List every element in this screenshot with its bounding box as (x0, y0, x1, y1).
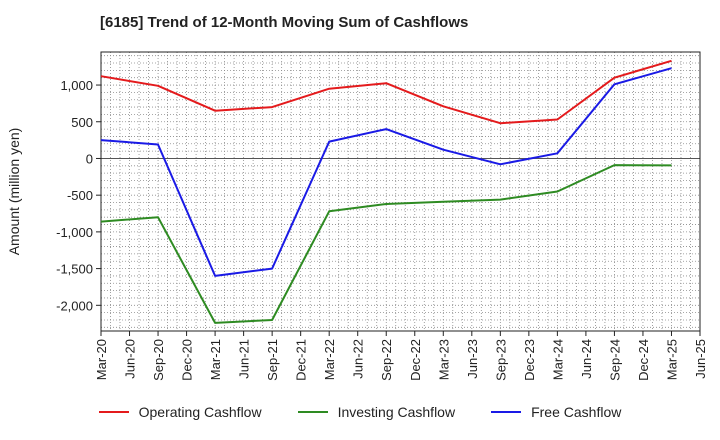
x-tick-label: Dec-23 (522, 339, 537, 381)
y-tick-label: -1,500 (56, 262, 93, 277)
x-tick-label: Sep-20 (151, 339, 166, 381)
x-tick-label: Mar-25 (664, 339, 679, 380)
legend-item-free: Free Cashflow (491, 404, 621, 420)
legend-label-investing: Investing Cashflow (337, 404, 456, 420)
x-tick-label: Jun-23 (465, 339, 480, 379)
legend-label-operating: Operating Cashflow (138, 404, 262, 420)
x-tick-label: Mar-21 (208, 339, 223, 380)
series-line-free-cashflow (100, 67, 672, 277)
x-tick-label: Jun-25 (693, 339, 708, 379)
x-tick-label: Dec-20 (180, 339, 195, 381)
legend-label-free: Free Cashflow (531, 404, 622, 420)
x-tick-label: Mar-24 (550, 339, 565, 380)
x-tick-label: Mar-23 (436, 339, 451, 380)
legend: Operating Cashflow Investing Cashflow Fr… (0, 404, 720, 420)
legend-item-investing: Investing Cashflow (297, 404, 456, 420)
legend-swatch-operating (98, 411, 129, 413)
x-tick-label: Jun-21 (237, 339, 252, 379)
x-tick-label: Mar-20 (94, 339, 109, 380)
series-line-investing-cashflow (100, 164, 672, 324)
x-tick-label: Sep-22 (379, 339, 394, 381)
y-tick-label: 0 (86, 151, 93, 166)
x-tick-label: Sep-24 (607, 339, 622, 381)
x-tick-label: Jun-20 (123, 339, 138, 379)
x-tick-label: Sep-23 (493, 339, 508, 381)
y-tick-label: -1,000 (56, 225, 93, 240)
y-tick-label: -500 (67, 188, 93, 203)
x-tick-label: Dec-21 (294, 339, 309, 381)
x-tick-label: Mar-22 (322, 339, 337, 380)
x-tick-label: Sep-21 (265, 339, 280, 381)
legend-item-operating: Operating Cashflow (98, 404, 262, 420)
y-axis-label: Amount (million yen) (6, 128, 22, 256)
plot-area (101, 52, 700, 331)
y-tick-label: 500 (71, 115, 93, 130)
x-tick-label: Jun-24 (579, 339, 594, 379)
legend-swatch-investing (297, 411, 328, 413)
plot-frame (100, 51, 701, 332)
x-tick-label: Dec-24 (636, 339, 651, 381)
series-line-operating-cashflow (100, 59, 672, 125)
legend-swatch-free (491, 411, 522, 413)
y-tick-label: 1,000 (60, 78, 93, 93)
y-tick-label: -2,000 (56, 298, 93, 313)
x-tick-label: Dec-22 (408, 339, 423, 381)
chart-title: [6185] Trend of 12-Month Moving Sum of C… (100, 14, 469, 31)
x-tick-label: Jun-22 (351, 339, 366, 379)
